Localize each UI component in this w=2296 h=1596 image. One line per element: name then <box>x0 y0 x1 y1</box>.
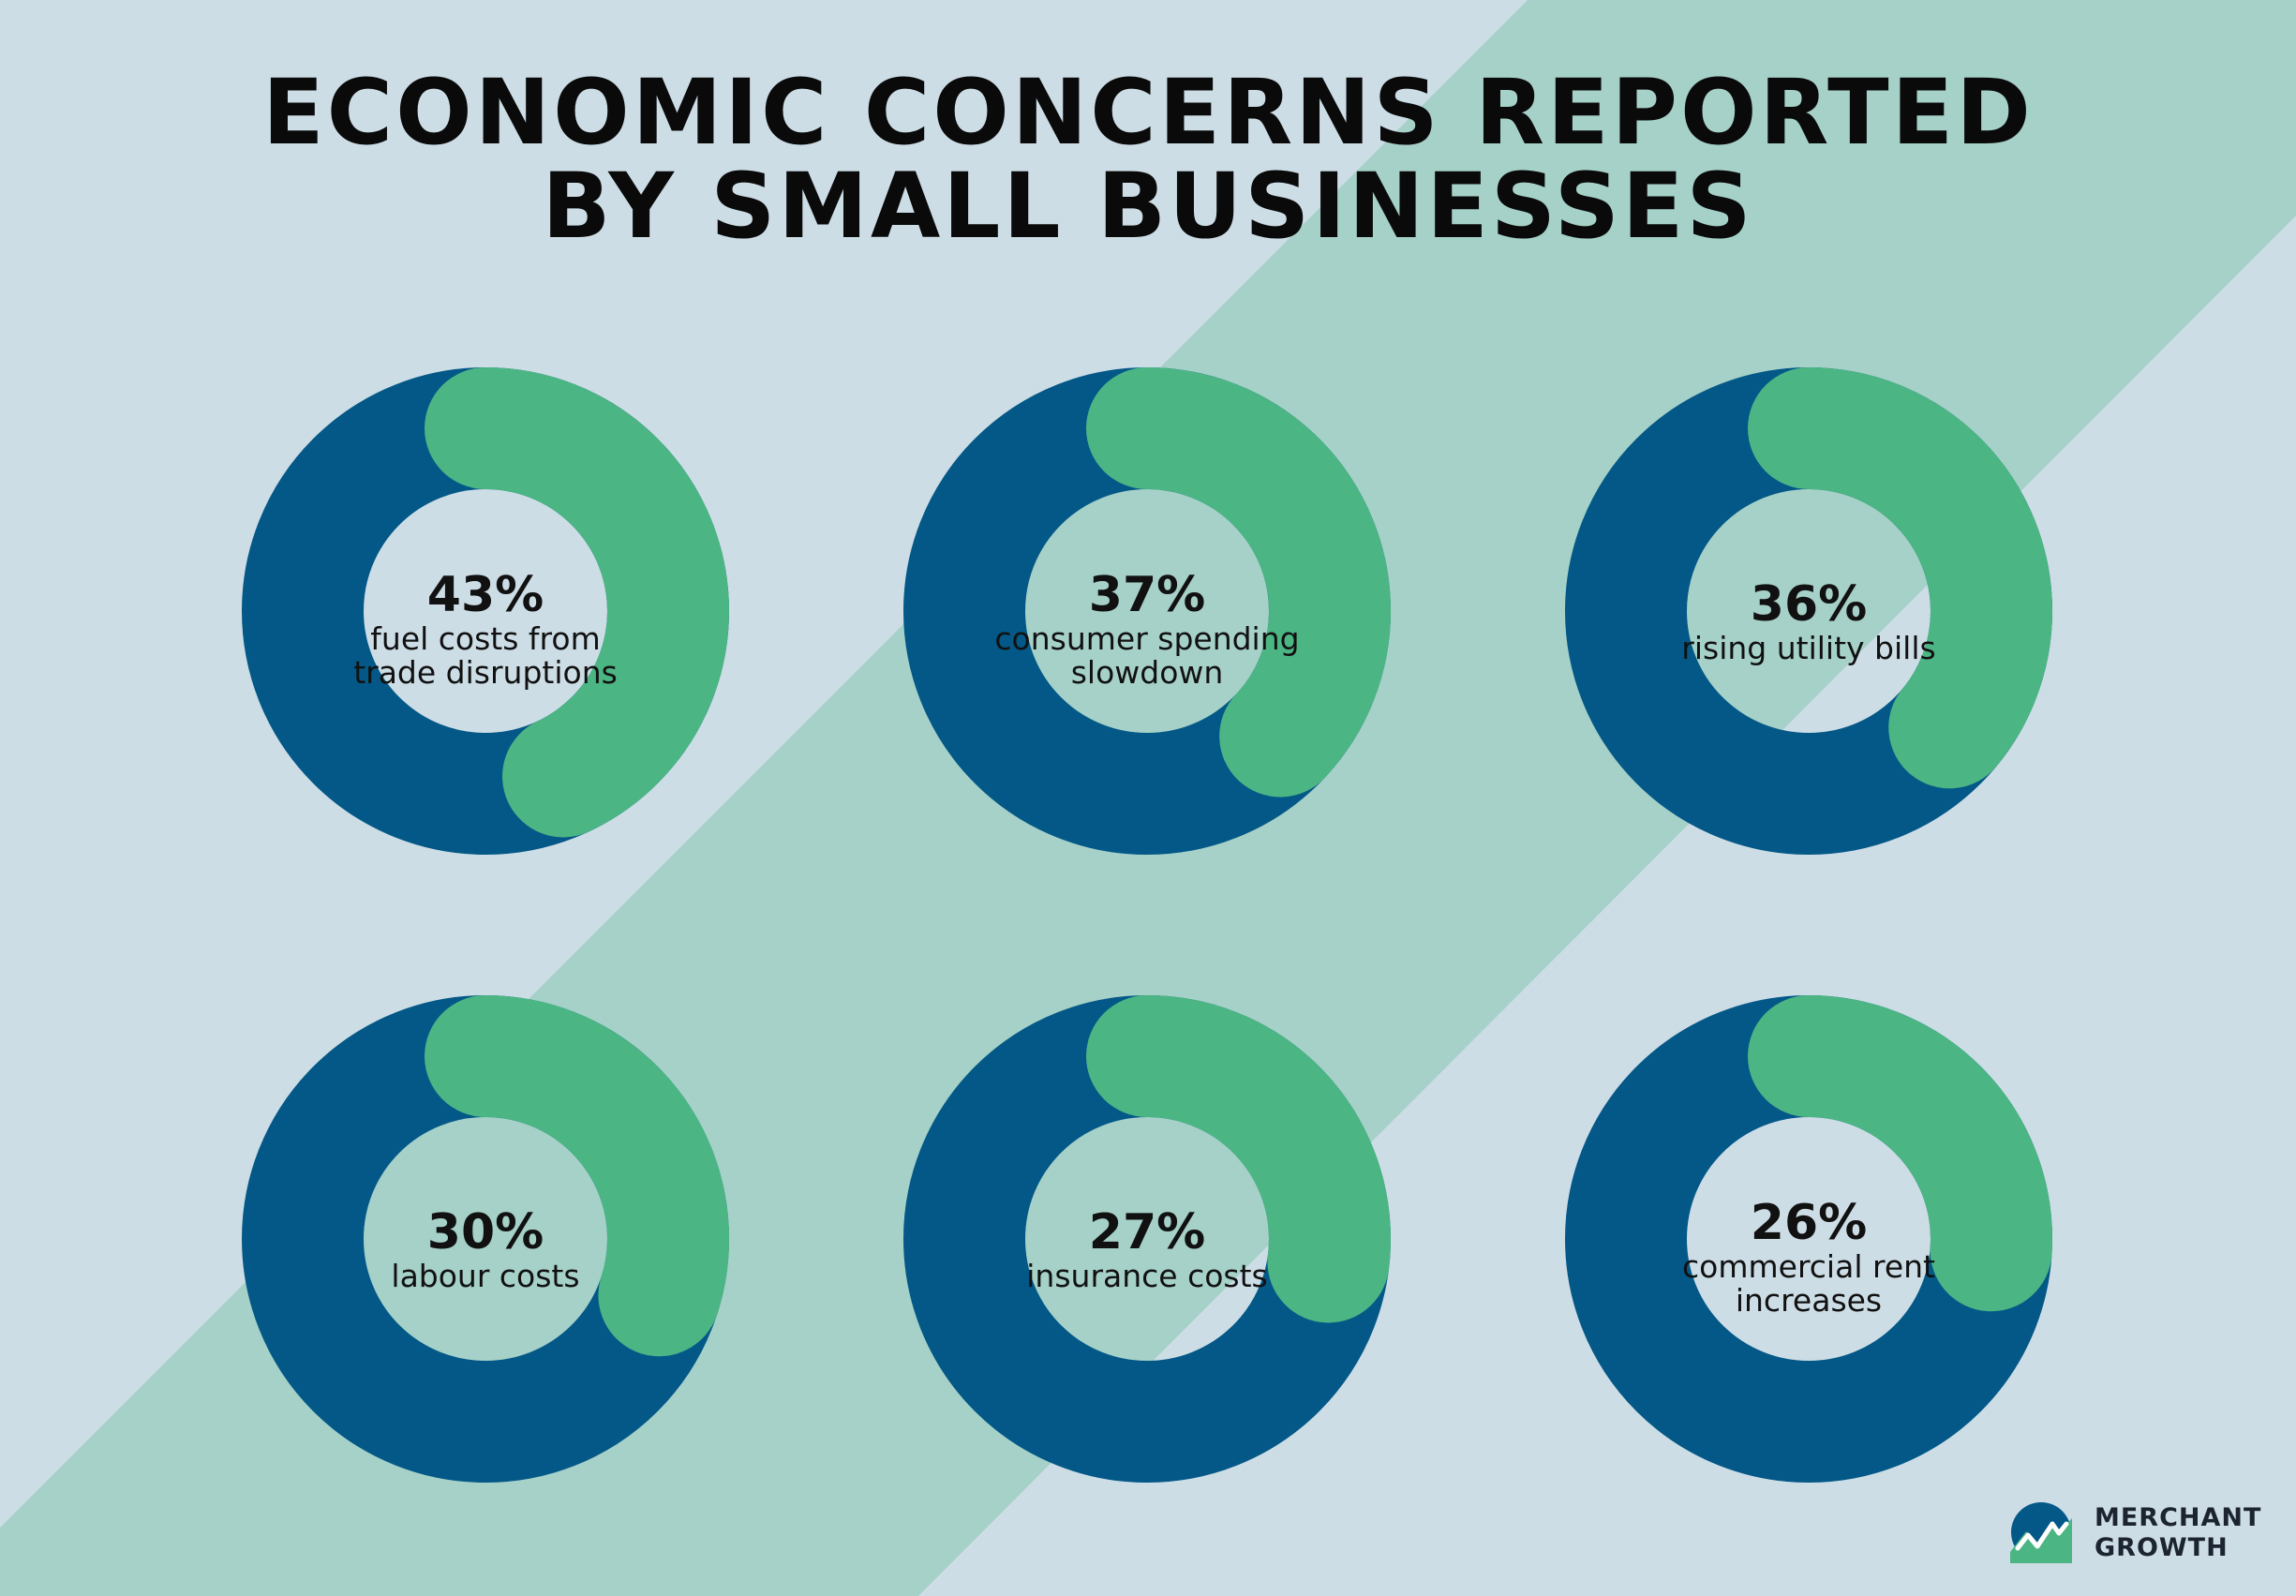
concern-label-line: slowdown <box>1070 654 1224 691</box>
concern-label-line: insurance costs <box>1026 1258 1268 1294</box>
donut-label-commercial-rent-increases: 26% commercial rent increases <box>1649 1196 1968 1318</box>
concern-label-line: commercial rent <box>1682 1248 1935 1285</box>
donut-label-rising-utility-bills: 36% rising utility bills <box>1649 577 1968 665</box>
donut-segment-rising-utility-bills <box>1748 367 2052 789</box>
donut-segment-fuel-costs-from-trade-disruptions <box>425 367 729 838</box>
logo-line-2: GROWTH <box>2095 1533 2229 1562</box>
concern-label-line: consumer spending <box>994 620 1300 657</box>
concern-label-line: increases <box>1735 1282 1883 1319</box>
percent-value: 37% <box>1088 567 1206 623</box>
donut-label-labour-costs: 30% labour costs <box>326 1205 645 1293</box>
donut-segment-consumer-spending-slowdown <box>1086 367 1391 798</box>
donut-label-fuel-costs-from-trade-disruptions: 43% fuel costs from trade disruptions <box>326 568 645 690</box>
percent-value: 26% <box>1750 1195 1868 1251</box>
percent-value: 36% <box>1750 576 1868 633</box>
page-title: ECONOMIC CONCERNS REPORTED BY SMALL BUSI… <box>0 66 2296 253</box>
donut-segment-insurance-costs <box>1086 995 1391 1323</box>
concern-label-line: trade disruptions <box>353 654 618 691</box>
merchant-growth-logo: MERCHANT GROWTH <box>2010 1499 2273 1567</box>
donut-segment-commercial-rent-increases <box>1748 995 2052 1312</box>
concern-label-line: rising utility bills <box>1681 630 1936 666</box>
percent-value: 30% <box>426 1204 544 1260</box>
concern-label-line: fuel costs from <box>370 620 601 657</box>
donut-label-insurance-costs: 27% insurance costs <box>988 1205 1306 1293</box>
logo-line-1: MERCHANT <box>2095 1503 2262 1532</box>
donut-segment-labour-costs <box>425 995 729 1357</box>
percent-value: 27% <box>1088 1204 1206 1260</box>
title-line-1: ECONOMIC CONCERNS REPORTED <box>262 60 2034 165</box>
logo-wordmark: MERCHANT GROWTH <box>2095 1503 2261 1563</box>
growth-chart-icon <box>2010 1502 2072 1563</box>
title-line-2: BY SMALL BUSINESSES <box>542 154 1754 259</box>
donut-label-consumer-spending-slowdown: 37% consumer spending slowdown <box>988 568 1306 690</box>
concern-label-line: labour costs <box>391 1258 580 1294</box>
percent-value: 43% <box>426 567 544 623</box>
